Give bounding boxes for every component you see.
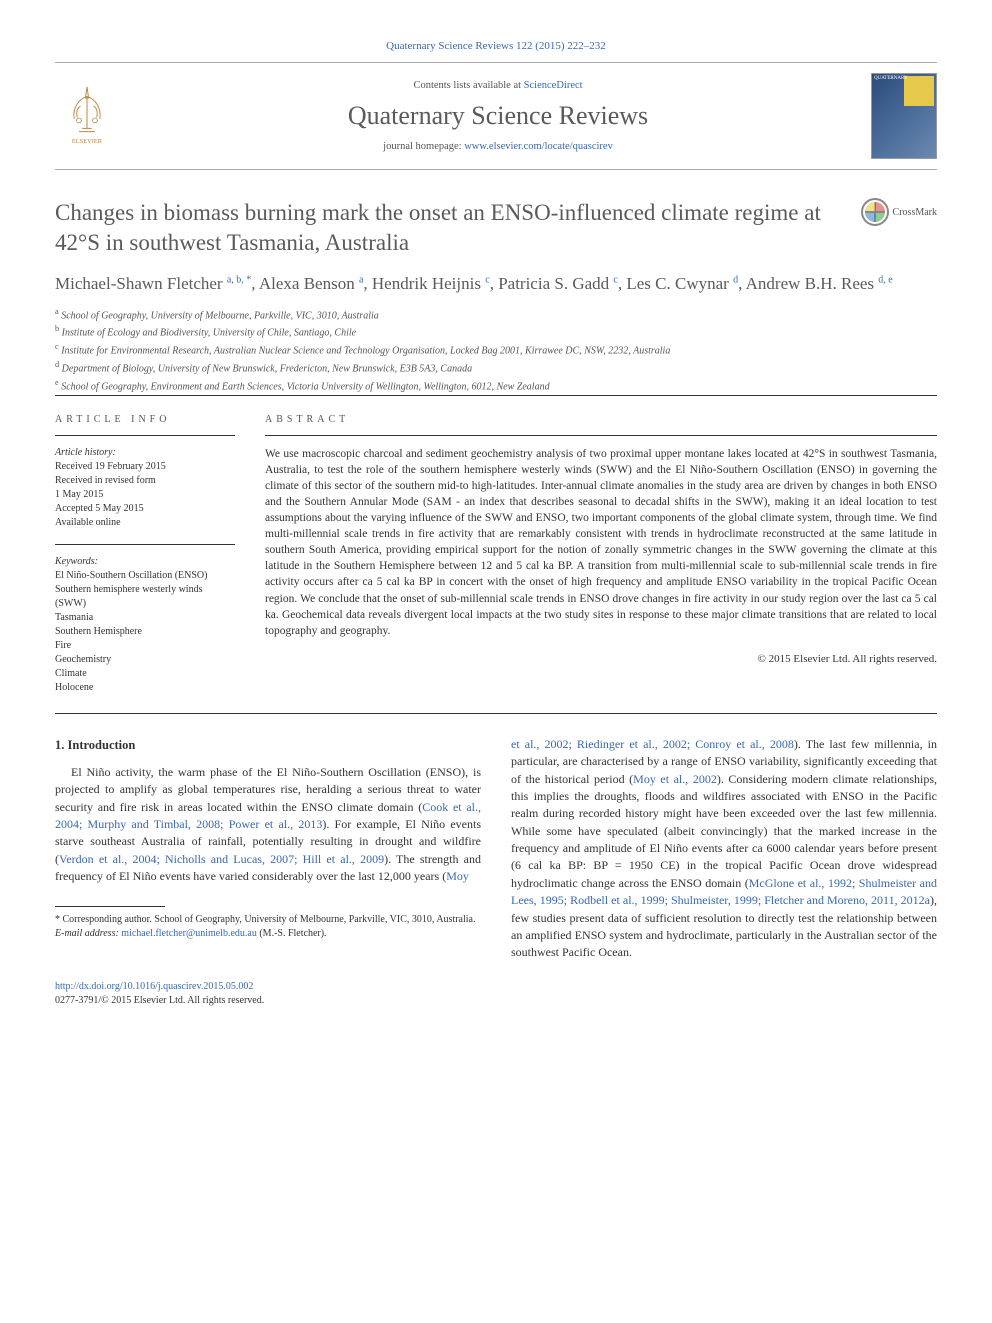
aff-a: School of Geography, University of Melbo… — [61, 310, 379, 321]
keyword-5: Fire — [55, 639, 235, 653]
header-citation: Quaternary Science Reviews 122 (2015) 22… — [55, 40, 937, 52]
section-1-heading: 1. Introduction — [55, 736, 481, 754]
history-revised2: 1 May 2015 — [55, 488, 235, 502]
keyword-1: El Niño-Southern Oscillation (ENSO) — [55, 569, 235, 583]
crossmark-icon — [861, 198, 889, 226]
history-accepted: Accepted 5 May 2015 — [55, 502, 235, 516]
footnote-sep — [55, 906, 165, 907]
contents-text: Contents lists available at — [413, 80, 523, 91]
author-2: , Alexa Benson — [251, 274, 359, 293]
author-1-aff[interactable]: a, b, * — [227, 274, 251, 285]
authors-list: Michael-Shawn Fletcher a, b, *, Alexa Be… — [55, 272, 937, 296]
history-available: Available online — [55, 516, 235, 530]
aff-d: Department of Biology, University of New… — [62, 363, 472, 374]
citation-link[interactable]: Quaternary Science Reviews 122 (2015) 22… — [386, 40, 606, 52]
info-abstract-block: ARTICLE INFO Article history: Received 1… — [55, 395, 937, 695]
article-title-row: Changes in biomass burning mark the onse… — [55, 198, 937, 258]
aff-e: School of Geography, Environment and Ear… — [61, 381, 549, 392]
email-label: E-mail address: — [55, 928, 121, 939]
keyword-3: Tasmania — [55, 611, 235, 625]
homepage-link[interactable]: www.elsevier.com/locate/quascirev — [464, 141, 613, 152]
keywords: Keywords: El Niño-Southern Oscillation (… — [55, 555, 235, 695]
intro-para-2: et al., 2002; Riedinger et al., 2002; Co… — [511, 736, 937, 962]
abstract-rule — [265, 435, 937, 436]
email-suffix: (M.-S. Fletcher). — [257, 928, 327, 939]
homepage-label: journal homepage: — [383, 141, 464, 152]
intro-1a: El Niño activity, the warm phase of the … — [55, 765, 481, 814]
keywords-rule — [55, 544, 235, 545]
journal-title: Quaternary Science Reviews — [125, 101, 871, 131]
elsevier-logo[interactable]: ELSEVIER — [55, 82, 125, 150]
journal-header: ELSEVIER Contents lists available at Sci… — [55, 62, 937, 170]
ref-link-moy2[interactable]: et al., 2002; Riedinger et al., 2002; Co… — [511, 737, 794, 751]
issn-line: 0277-3791/© 2015 Elsevier Ltd. All right… — [55, 994, 937, 1008]
citation-vol: 122 (2015) 222–232 — [516, 40, 606, 52]
cover-label: QUATERNARY — [874, 76, 908, 81]
crossmark-badge[interactable]: CrossMark — [861, 198, 937, 226]
abstract-label: ABSTRACT — [265, 414, 937, 425]
author-5: , Les C. Cwynar — [618, 274, 733, 293]
keywords-label: Keywords: — [55, 555, 235, 569]
abstract: ABSTRACT We use macroscopic charcoal and… — [265, 414, 937, 695]
ref-link-moy3[interactable]: Moy et al., 2002 — [633, 772, 717, 786]
doi-link[interactable]: http://dx.doi.org/10.1016/j.quascirev.20… — [55, 981, 253, 992]
aff-c: Institute for Environmental Research, Au… — [61, 346, 670, 357]
keyword-6: Geochemistry — [55, 653, 235, 667]
citation-journal: Quaternary Science Reviews — [386, 40, 513, 52]
article-info: ARTICLE INFO Article history: Received 1… — [55, 414, 235, 695]
aff-b: Institute of Ecology and Biodiversity, U… — [62, 328, 356, 339]
copyright: © 2015 Elsevier Ltd. All rights reserved… — [265, 653, 937, 665]
history-label: Article history: — [55, 446, 235, 460]
journal-cover-thumbnail[interactable]: QUATERNARY — [871, 73, 937, 159]
elsevier-tree-icon: ELSEVIER — [55, 82, 119, 146]
intro-2b: ). Considering modern climate relationsh… — [511, 772, 937, 890]
author-6-aff[interactable]: d, e — [878, 274, 892, 285]
body-columns: 1. Introduction El Niño activity, the wa… — [55, 736, 937, 962]
crossmark-text: CrossMark — [893, 207, 937, 218]
header-center: Contents lists available at ScienceDirec… — [125, 80, 871, 152]
contents-line: Contents lists available at ScienceDirec… — [125, 80, 871, 91]
author-3: , Hendrik Heijnis — [363, 274, 485, 293]
abstract-text: We use macroscopic charcoal and sediment… — [265, 446, 937, 639]
column-right: et al., 2002; Riedinger et al., 2002; Co… — [511, 736, 937, 962]
sciencedirect-link[interactable]: ScienceDirect — [524, 80, 583, 91]
ref-link-verdon[interactable]: Verdon et al., 2004; Nicholls and Lucas,… — [59, 852, 384, 866]
author-6: , Andrew B.H. Rees — [738, 274, 878, 293]
ref-link-moy1[interactable]: Moy — [446, 869, 469, 883]
corr-author: * Corresponding author. School of Geogra… — [55, 913, 481, 927]
keyword-2: Southern hemisphere westerly winds (SWW) — [55, 583, 235, 611]
info-rule — [55, 435, 235, 436]
page-root: Quaternary Science Reviews 122 (2015) 22… — [0, 0, 992, 1048]
author-1: Michael-Shawn Fletcher — [55, 274, 227, 293]
email-link[interactable]: michael.fletcher@unimelb.edu.au — [121, 928, 257, 939]
author-4: , Patricia S. Gadd — [490, 274, 614, 293]
keyword-8: Holocene — [55, 681, 235, 695]
affiliations: a School of Geography, University of Mel… — [55, 306, 937, 395]
footer: http://dx.doi.org/10.1016/j.quascirev.20… — [55, 980, 937, 1008]
history-revised1: Received in revised form — [55, 474, 235, 488]
corresponding-footnote: * Corresponding author. School of Geogra… — [55, 913, 481, 941]
homepage-line: journal homepage: www.elsevier.com/locat… — [125, 141, 871, 152]
article-info-label: ARTICLE INFO — [55, 414, 235, 425]
elsevier-label: ELSEVIER — [72, 138, 103, 145]
history-received: Received 19 February 2015 — [55, 460, 235, 474]
keyword-7: Climate — [55, 667, 235, 681]
keyword-4: Southern Hemisphere — [55, 625, 235, 639]
article-title: Changes in biomass burning mark the onse… — [55, 198, 835, 258]
article-history: Article history: Received 19 February 20… — [55, 446, 235, 530]
intro-para-1: El Niño activity, the warm phase of the … — [55, 764, 481, 886]
body-top-rule — [55, 713, 937, 714]
column-left: 1. Introduction El Niño activity, the wa… — [55, 736, 481, 962]
